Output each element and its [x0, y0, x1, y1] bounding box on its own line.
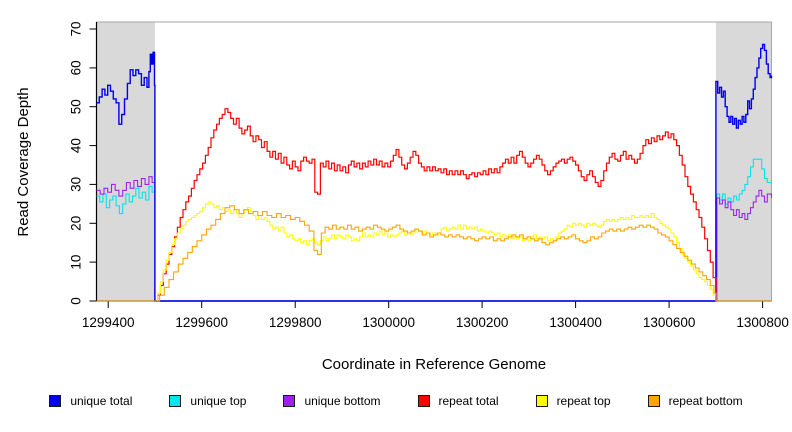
series-unique_bottom — [715, 189, 773, 302]
y-axis-title: Read Coverage Depth — [15, 87, 32, 236]
chart-legend: unique total unique top unique bottom re… — [0, 394, 792, 408]
legend-item: repeat top — [535, 394, 611, 408]
plot-border — [96, 21, 772, 302]
x-tick-label: 1300000 — [362, 315, 415, 330]
x-tick-label: 1300200 — [456, 315, 509, 330]
legend-swatch — [535, 395, 548, 407]
y-tick-label: 10 — [69, 255, 84, 270]
series-repeat_total — [154, 108, 717, 302]
y-tick-label: 70 — [69, 21, 84, 36]
legend-swatch — [283, 395, 296, 407]
legend-label: unique bottom — [304, 394, 381, 408]
legend-swatch — [417, 395, 430, 407]
y-tick-label: 60 — [69, 60, 84, 75]
series-unique_top — [715, 158, 773, 302]
series-repeat_top — [154, 201, 717, 302]
x-tick-label: 1300800 — [736, 315, 789, 330]
y-tick-label: 40 — [69, 138, 84, 153]
series-unique_bottom — [96, 176, 156, 301]
legend-item: repeat bottom — [647, 394, 743, 408]
legend-item: unique total — [49, 394, 132, 408]
legend-label: unique total — [70, 394, 133, 408]
series-unique_total — [96, 43, 773, 302]
y-tick-label: 0 — [69, 297, 84, 305]
y-tick-label: 50 — [69, 99, 84, 114]
chart-svg: Coordinate in Reference Genome Read Cove… — [15, 21, 789, 373]
legend-item: unique bottom — [283, 394, 381, 408]
x-axis-title: Coordinate in Reference Genome — [322, 356, 546, 373]
legend-item: repeat total — [417, 394, 499, 408]
series-repeat_bottom — [96, 205, 772, 302]
x-tick-label: 1299800 — [269, 315, 322, 330]
masked-region — [715, 22, 772, 301]
legend-label: repeat bottom — [668, 394, 743, 408]
legend-label: unique top — [190, 394, 247, 408]
legend-label: repeat total — [438, 394, 499, 408]
y-tick-label: 20 — [69, 216, 84, 231]
series-unique_top — [96, 185, 156, 301]
x-tick-label: 1300400 — [549, 315, 602, 330]
y-tick-label: 30 — [69, 177, 84, 192]
legend-swatch — [49, 395, 62, 407]
legend-swatch — [647, 395, 660, 407]
legend-label: repeat top — [556, 394, 611, 408]
legend-item: unique top — [169, 394, 246, 408]
masked-region — [96, 22, 155, 301]
x-tick-label: 1299600 — [175, 315, 228, 330]
x-tick-label: 1300600 — [643, 315, 696, 330]
legend-swatch — [169, 395, 182, 407]
x-tick-label: 1299400 — [82, 315, 135, 330]
